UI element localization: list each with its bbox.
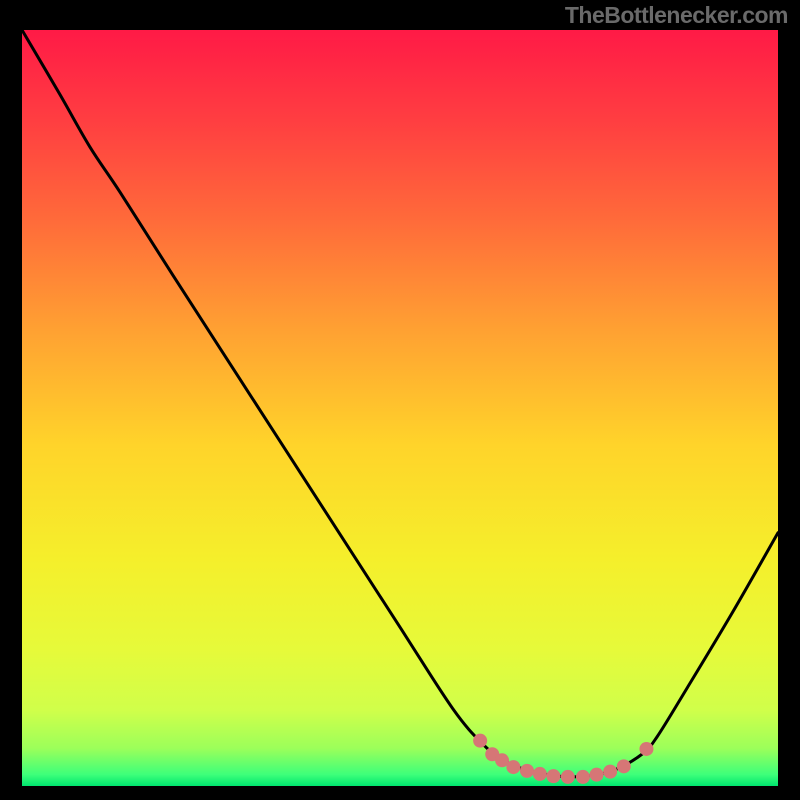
marker-dot (576, 770, 590, 784)
marker-dot (533, 767, 547, 781)
marker-dot (603, 765, 617, 779)
marker-dot (506, 760, 520, 774)
marker-dot (639, 742, 653, 756)
gradient-background (22, 30, 778, 786)
marker-dot (520, 764, 534, 778)
marker-dot (473, 734, 487, 748)
marker-dot (561, 770, 575, 784)
bottleneck-chart (0, 0, 800, 800)
marker-dot (590, 768, 604, 782)
marker-dot (546, 769, 560, 783)
marker-dot (617, 759, 631, 773)
chart-container: { "watermark": { "text": "TheBottlenecke… (0, 0, 800, 800)
watermark-text: TheBottlenecker.com (565, 2, 788, 29)
